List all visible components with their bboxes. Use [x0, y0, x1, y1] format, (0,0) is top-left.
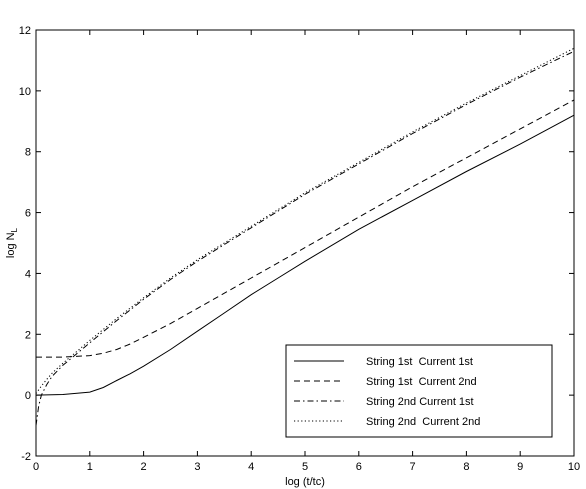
y-tick-label: 10: [19, 86, 31, 98]
legend-label-1: String 1st Current 1st: [366, 356, 473, 368]
x-tick-label: 1: [87, 461, 93, 473]
legend-label-4: String 2nd Current 2nd: [366, 416, 480, 428]
x-tick-label: 3: [194, 461, 200, 473]
y-tick-label: 6: [25, 208, 31, 220]
y-axis-label-main: log N: [5, 232, 17, 258]
legend: String 1st Current 1st String 1st Current…: [285, 344, 553, 438]
x-tick-label: 4: [248, 461, 254, 473]
x-tick-label: 6: [356, 461, 362, 473]
legend-box: [285, 344, 553, 438]
x-tick-label: 8: [463, 461, 469, 473]
x-axis-label: log (t/tc): [285, 476, 325, 488]
series-line-3: [35, 50, 575, 426]
series-line-2: [36, 99, 575, 358]
x-tick-label: 0: [33, 461, 39, 473]
y-axis-label-subscript: L: [10, 227, 19, 232]
y-tick-label: 4: [25, 268, 31, 280]
x-tick-label: 10: [568, 461, 580, 473]
legend-label-3: String 2nd Current 1st: [366, 396, 474, 408]
y-axis-label: log NL: [5, 227, 19, 258]
y-tick-label: 0: [25, 390, 31, 402]
y-tick-label: 8: [25, 147, 31, 159]
x-tick-label: 9: [517, 461, 523, 473]
x-tick-label: 2: [141, 461, 147, 473]
y-tick-label: 12: [19, 25, 31, 37]
x-tick-label: 7: [410, 461, 416, 473]
series-line-1: [35, 114, 575, 396]
series-layer: [35, 47, 575, 426]
x-tick-label: 5: [302, 461, 308, 473]
legend-label-2: String 1st Current 2nd: [366, 376, 477, 388]
y-tick-label: 2: [25, 329, 31, 341]
y-tick-label: -2: [21, 451, 31, 463]
